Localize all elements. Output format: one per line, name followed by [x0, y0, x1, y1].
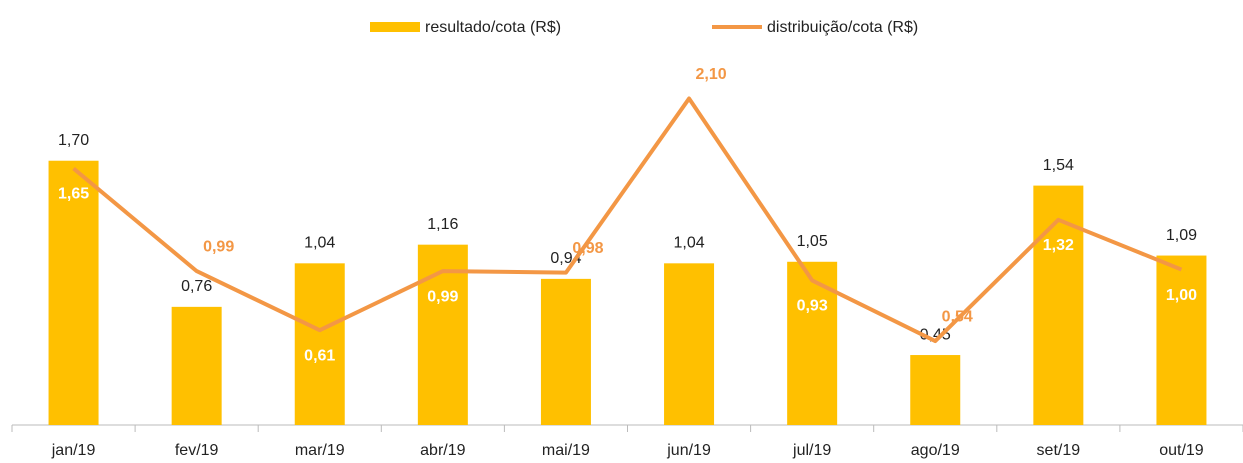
- line-label: 2,10: [695, 66, 726, 83]
- line-label: 1,32: [1043, 237, 1074, 254]
- line-label: 0,99: [203, 238, 234, 255]
- x-tick-label: ago/19: [911, 442, 960, 459]
- bar: [664, 263, 715, 425]
- bar: [294, 263, 345, 425]
- line-label: 0,54: [942, 308, 973, 325]
- x-tick-label: mar/19: [295, 442, 345, 459]
- x-tick-label: abr/19: [420, 442, 465, 459]
- bar: [171, 306, 222, 425]
- bar: [540, 278, 591, 425]
- bar: [787, 261, 838, 425]
- bar-label: 0,76: [181, 278, 212, 295]
- x-tick-label: jan/19: [51, 442, 96, 459]
- bar-label: 1,16: [427, 216, 458, 233]
- bar: [1156, 255, 1207, 425]
- line-label: 1,65: [58, 186, 89, 203]
- bar-label: 1,70: [58, 132, 89, 149]
- legend-label: resultado/cota (R$): [425, 19, 561, 36]
- line-label: 1,00: [1166, 287, 1197, 304]
- x-tick-label: jun/19: [666, 442, 711, 459]
- x-tick-label: out/19: [1159, 442, 1204, 459]
- bar-label: 1,05: [797, 233, 828, 250]
- bar: [48, 160, 99, 425]
- line-label: 0,99: [427, 288, 458, 305]
- bar-label: 1,04: [673, 235, 704, 252]
- legend-label: distribuição/cota (R$): [767, 19, 918, 36]
- bar: [910, 355, 961, 425]
- bar-label: 1,09: [1166, 227, 1197, 244]
- bar: [417, 244, 468, 425]
- x-tick-label: mai/19: [542, 442, 590, 459]
- bar-label: 1,54: [1043, 157, 1074, 174]
- line-label: 0,61: [304, 347, 335, 364]
- bar-label: 1,04: [304, 235, 335, 252]
- x-tick-label: fev/19: [175, 442, 219, 459]
- legend-swatch: [370, 22, 420, 32]
- line-label: 0,98: [572, 240, 603, 257]
- x-tick-label: set/19: [1037, 442, 1081, 459]
- line: [72, 96, 1183, 344]
- line-label: 0,93: [797, 298, 828, 315]
- x-tick-label: jul/19: [792, 442, 831, 459]
